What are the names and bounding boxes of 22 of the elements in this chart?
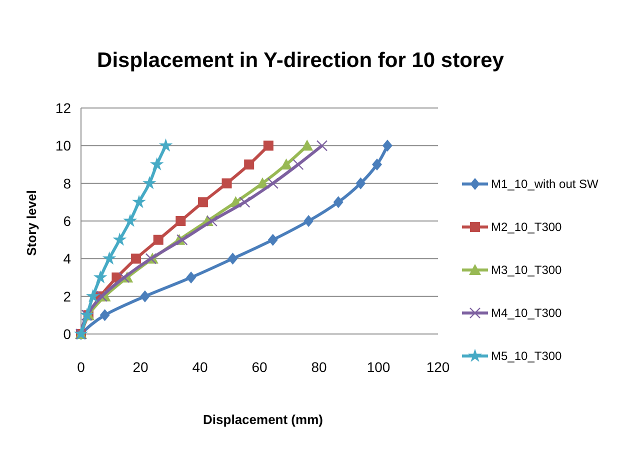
legend-label: M4_10_T300: [491, 306, 562, 320]
chart-title: Displacement in Y-direction for 10 storey: [97, 49, 504, 72]
x-tick-label: 40: [192, 359, 208, 375]
x-tick-label: 100: [366, 359, 390, 375]
legend-label: M2_10_T300: [491, 220, 562, 234]
x-axis-title: Displacement (mm): [203, 412, 323, 427]
legend-label: M5_10_T300: [491, 349, 562, 363]
y-tick-label: 6: [63, 213, 72, 229]
legend-label: M3_10_T300: [491, 263, 562, 277]
y-axis-title: Story level: [24, 190, 39, 256]
x-tick-label: 60: [252, 359, 268, 375]
y-tick-label: 0: [63, 326, 72, 342]
y-tick-label: 4: [63, 250, 72, 267]
legend-label: M1_10_with out SW: [491, 177, 600, 191]
x-tick-label: 80: [311, 359, 327, 375]
y-tick-label: 12: [55, 100, 72, 116]
x-tick-label: 120: [426, 359, 450, 375]
x-tick-label: 0: [77, 359, 86, 375]
y-tick-label: 10: [55, 138, 72, 154]
y-tick-label: 2: [63, 288, 72, 304]
y-tick-label: 8: [63, 175, 72, 192]
x-tick-label: 20: [132, 359, 148, 375]
